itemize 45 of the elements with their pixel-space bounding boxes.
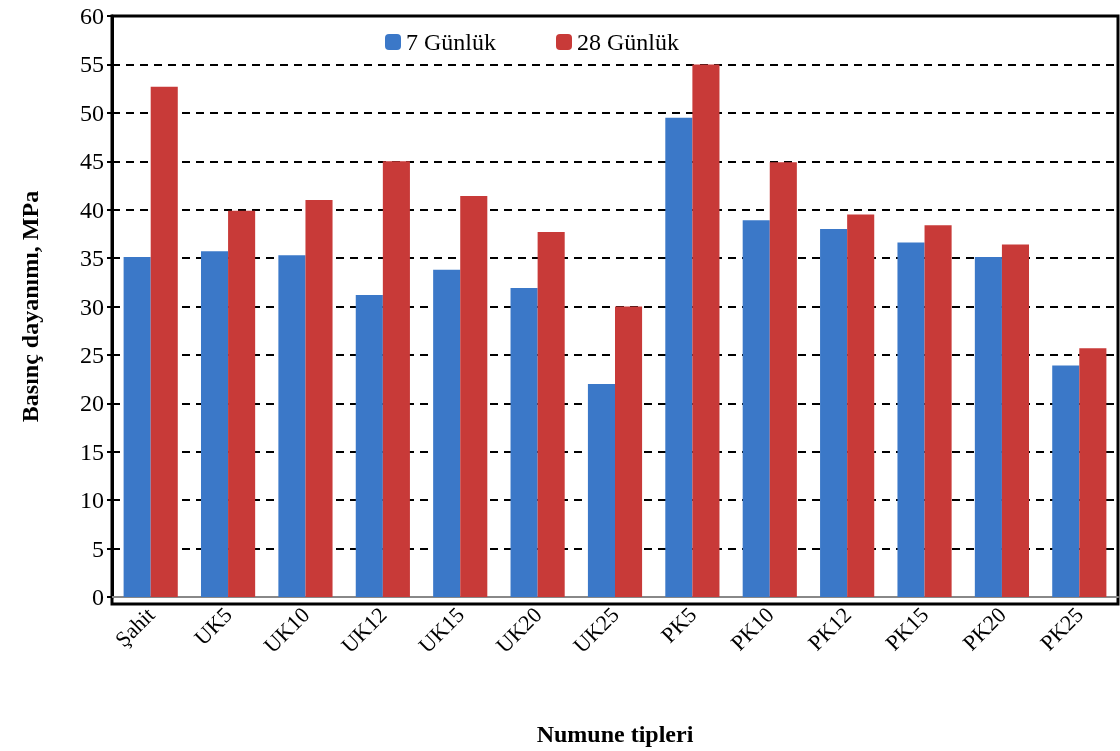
- y-tick-label: 20: [80, 390, 104, 417]
- bar: [537, 231, 565, 597]
- bar: [460, 196, 488, 597]
- y-tick-label: 50: [80, 99, 104, 126]
- y-tick-label: 10: [80, 487, 104, 514]
- bar: [150, 86, 178, 597]
- bar: [510, 288, 538, 597]
- y-tick-label: 30: [80, 293, 104, 320]
- bar: [615, 306, 643, 597]
- y-tick-label: 15: [80, 438, 104, 465]
- y-tick-label: 45: [80, 148, 104, 175]
- bar: [278, 255, 306, 597]
- y-axis-title: Basınç dayanımı, MPa: [17, 190, 43, 423]
- y-tick-label: 35: [80, 245, 104, 272]
- bar: [587, 383, 615, 597]
- y-tick-label: 55: [80, 51, 104, 78]
- bar: [742, 220, 770, 597]
- y-tick-label: 25: [80, 341, 104, 368]
- bar: [974, 257, 1002, 597]
- y-tick-label: 60: [80, 3, 104, 29]
- legend-label: 7 Günlük: [406, 29, 496, 55]
- y-tick-label: 5: [92, 535, 104, 562]
- x-tick-label: UK5: [189, 602, 237, 651]
- bar: [1079, 348, 1107, 597]
- bar: [200, 251, 229, 597]
- bar: [123, 257, 151, 597]
- y-tick-label: 0: [92, 584, 104, 610]
- legend-label: 28 Günlük: [577, 29, 679, 55]
- bar: [1001, 244, 1030, 597]
- bar: [820, 229, 848, 597]
- bar: [1052, 365, 1080, 597]
- bar: [433, 269, 461, 597]
- bar: [665, 117, 693, 597]
- bar: [924, 225, 952, 597]
- bar: [847, 214, 875, 597]
- bar: [228, 210, 256, 597]
- bar: [692, 64, 720, 597]
- y-tick-label: 40: [80, 196, 104, 223]
- bar: [355, 294, 383, 597]
- x-tick-label: PK5: [655, 602, 702, 648]
- bar: [382, 161, 410, 597]
- bar: [305, 199, 333, 597]
- x-axis-title: Numune tipleri: [536, 721, 694, 747]
- bar: [897, 242, 925, 597]
- bar: [769, 162, 797, 597]
